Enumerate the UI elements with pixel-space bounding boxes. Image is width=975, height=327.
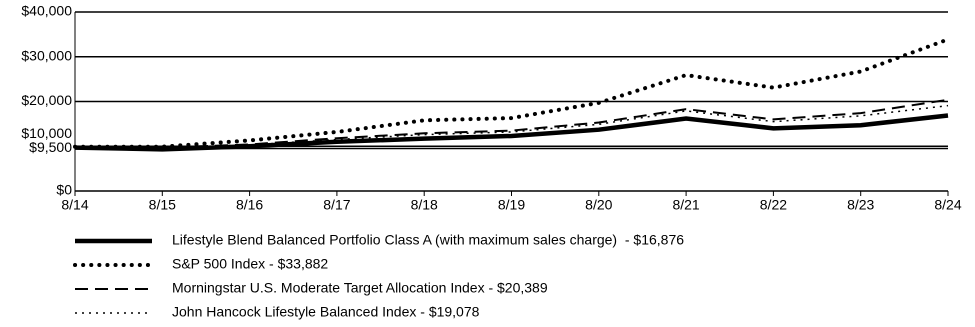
- series-line: [74, 113, 949, 152]
- legend-label: Morningstar U.S. Moderate Target Allocat…: [172, 280, 548, 296]
- y-tick-label: $40,000: [21, 3, 72, 19]
- series-line: [74, 98, 949, 149]
- x-tick-label: 8/22: [760, 197, 787, 213]
- x-tick-label: 8/18: [411, 197, 438, 213]
- x-tick-label: 8/20: [585, 197, 612, 213]
- x-tick-label: 8/16: [236, 197, 263, 213]
- y-tick-label: $10,000: [21, 125, 72, 141]
- y-tick-label: $20,000: [21, 92, 72, 108]
- x-tick-label: 8/15: [149, 197, 176, 213]
- series-line: [74, 104, 949, 149]
- legend-label: John Hancock Lifestyle Balanced Index - …: [172, 304, 480, 320]
- x-tick-label: 8/14: [61, 197, 88, 213]
- y-tick-label: $9,500: [29, 139, 72, 155]
- x-tick-label: 8/19: [498, 197, 525, 213]
- x-tick-label: 8/17: [323, 197, 350, 213]
- y-tick-label: $0: [56, 182, 72, 198]
- legend-label: S&P 500 Index - $33,882: [172, 256, 328, 272]
- series-line: [73, 37, 950, 149]
- x-tick-label: 8/24: [934, 197, 961, 213]
- x-tick-label: 8/23: [847, 197, 874, 213]
- x-tick-label: 8/21: [672, 197, 699, 213]
- y-tick-label: $30,000: [21, 47, 72, 63]
- legend-label: Lifestyle Blend Balanced Portfolio Class…: [172, 232, 684, 248]
